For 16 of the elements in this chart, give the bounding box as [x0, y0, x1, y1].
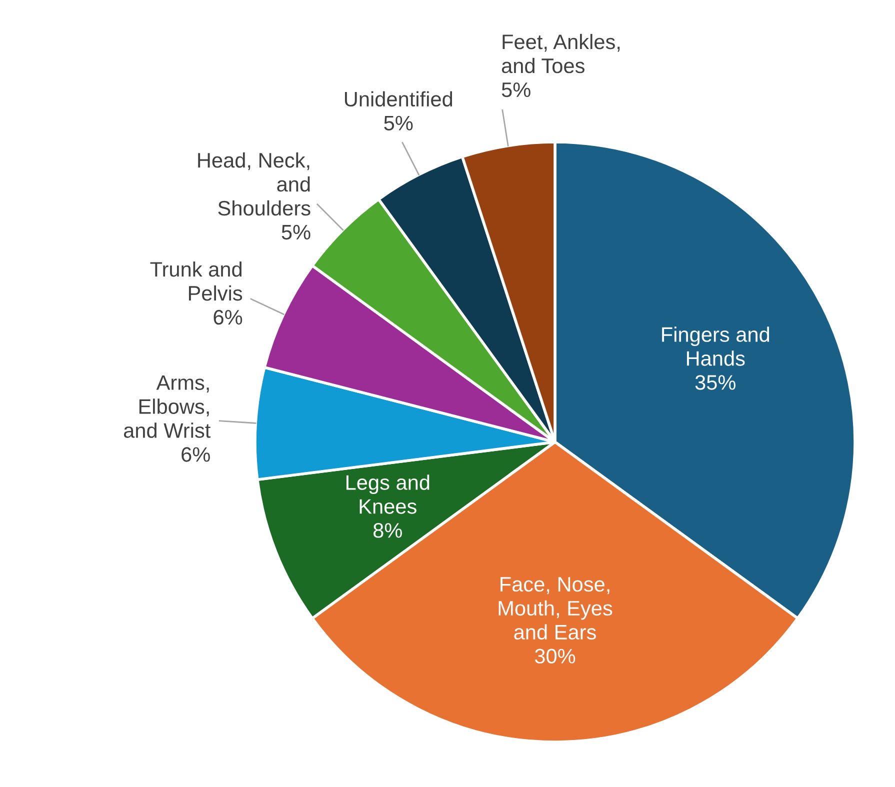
slice-label: Head, Neck, and Shoulders [198, 152, 310, 216]
data-label: 6% [182, 447, 210, 462]
slice-label: Feet, Ankles, and Toes [502, 34, 620, 74]
data-label: 5% [502, 82, 530, 98]
data-label: 35% [695, 375, 736, 390]
slice-label: Legs and Knees [346, 474, 430, 514]
slice-label: Trunk and Pelvis [150, 261, 242, 301]
data-label: 8% [373, 523, 402, 538]
data-label: 6% [214, 310, 242, 325]
data-label: 30% [534, 648, 576, 664]
slice-label: Arms, Elbows, and Wrist [124, 375, 211, 438]
slice-label: Face, Nose, Mouth, Eyes and Ears [498, 577, 612, 640]
data-label: 5% [384, 116, 413, 130]
slice-label: Unidentified [344, 91, 452, 107]
slice-label: Fingers and Hands [662, 326, 770, 366]
data-label: 5% [282, 224, 310, 240]
